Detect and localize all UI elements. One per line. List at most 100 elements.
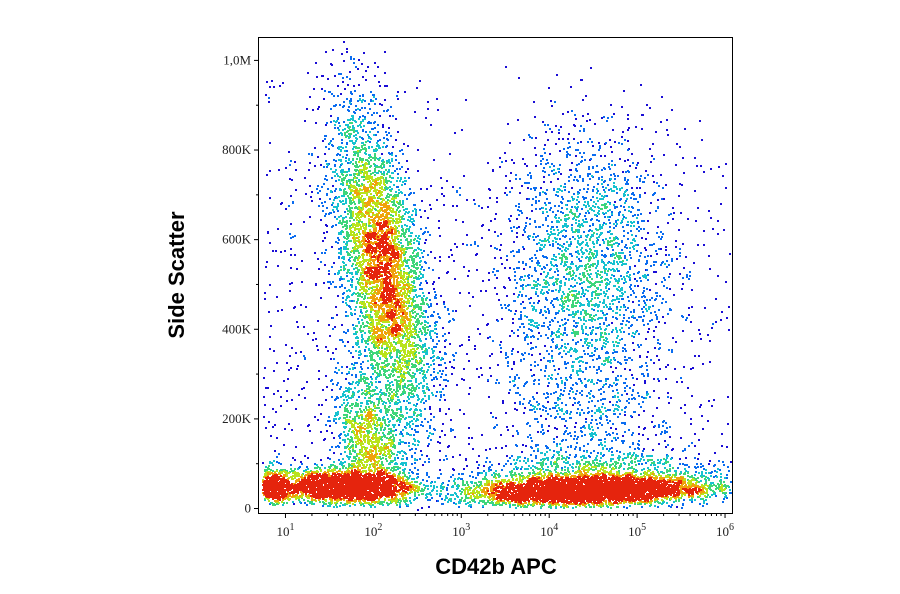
event-dot	[422, 351, 424, 353]
event-dot	[355, 374, 357, 376]
event-dot	[664, 440, 666, 442]
event-dot	[528, 277, 530, 279]
event-dot	[346, 290, 348, 292]
event-dot	[392, 115, 394, 117]
event-dot	[600, 399, 602, 401]
event-dot	[547, 393, 549, 395]
event-dot	[292, 457, 294, 459]
event-dot	[324, 252, 326, 254]
event-dot	[634, 285, 636, 287]
event-dot	[380, 171, 382, 173]
event-dot	[683, 499, 685, 501]
event-dot	[651, 421, 653, 423]
event-dot	[332, 209, 334, 211]
event-dot	[443, 459, 445, 461]
event-dot	[721, 433, 723, 435]
event-dot	[571, 365, 573, 367]
event-dot	[352, 117, 354, 119]
event-dot	[280, 463, 282, 465]
event-dot	[423, 376, 425, 378]
event-dot	[340, 249, 342, 251]
event-dot	[560, 126, 562, 128]
event-dot	[653, 271, 655, 273]
event-dot	[524, 407, 526, 409]
event-dot	[537, 283, 539, 285]
event-dot	[437, 372, 439, 374]
event-dot	[412, 218, 414, 220]
event-dot	[333, 199, 335, 201]
event-dot	[569, 200, 571, 202]
event-dot	[626, 198, 628, 200]
event-dot	[533, 101, 535, 103]
event-dot	[557, 243, 559, 245]
event-dot	[555, 313, 557, 315]
event-dot	[428, 396, 430, 398]
event-dot	[611, 255, 613, 257]
event-dot	[553, 165, 555, 167]
event-dot	[531, 210, 533, 212]
event-dot	[590, 452, 592, 454]
event-dot	[388, 127, 390, 129]
event-dot	[375, 98, 377, 100]
event-dot	[285, 167, 287, 169]
event-dot	[350, 174, 352, 176]
event-dot	[551, 170, 553, 172]
event-dot	[346, 48, 348, 50]
event-dot	[405, 462, 407, 464]
event-dot	[589, 138, 591, 140]
event-dot	[545, 131, 547, 133]
event-dot	[619, 309, 621, 311]
event-dot	[430, 419, 432, 421]
event-dot	[725, 281, 727, 283]
event-dot	[343, 258, 345, 260]
event-dot	[343, 60, 345, 62]
event-dot	[403, 462, 405, 464]
event-dot	[679, 248, 681, 250]
event-dot	[558, 205, 560, 207]
event-dot	[392, 424, 394, 426]
event-dot	[424, 345, 426, 347]
event-dot	[627, 238, 629, 240]
event-dot	[667, 396, 669, 398]
event-dot	[612, 423, 614, 425]
event-dot	[343, 41, 345, 43]
event-dot	[694, 445, 696, 447]
event-dot	[563, 229, 565, 231]
event-dot	[507, 361, 509, 363]
event-dot	[391, 160, 393, 162]
event-dot	[445, 367, 447, 369]
event-dot	[708, 210, 710, 212]
event-dot	[615, 186, 617, 188]
event-dot	[537, 421, 539, 423]
event-dot	[613, 260, 615, 262]
event-dot	[502, 402, 504, 404]
event-dot	[649, 148, 651, 150]
event-dot	[348, 296, 350, 298]
event-dot	[329, 420, 331, 422]
event-dot	[439, 410, 441, 412]
event-dot	[439, 442, 441, 444]
event-dot	[311, 191, 313, 193]
event-dot	[377, 172, 379, 174]
event-dot	[330, 168, 332, 170]
event-dot	[331, 246, 333, 248]
event-dot	[591, 330, 593, 332]
event-dot	[673, 294, 675, 296]
event-dot	[329, 91, 331, 93]
event-dot	[595, 434, 597, 436]
event-dot	[445, 339, 447, 341]
event-dot	[617, 409, 619, 411]
event-dot	[303, 355, 305, 357]
event-dot	[415, 448, 417, 450]
event-dot	[605, 304, 607, 306]
event-dot	[571, 255, 573, 257]
event-dot	[615, 377, 617, 379]
event-dot	[441, 498, 443, 500]
event-dot	[604, 398, 606, 400]
event-dot	[436, 333, 438, 335]
event-dot	[416, 477, 418, 479]
event-dot	[529, 258, 531, 260]
event-dot	[411, 232, 413, 234]
event-dot	[639, 255, 641, 257]
event-dot	[580, 380, 582, 382]
